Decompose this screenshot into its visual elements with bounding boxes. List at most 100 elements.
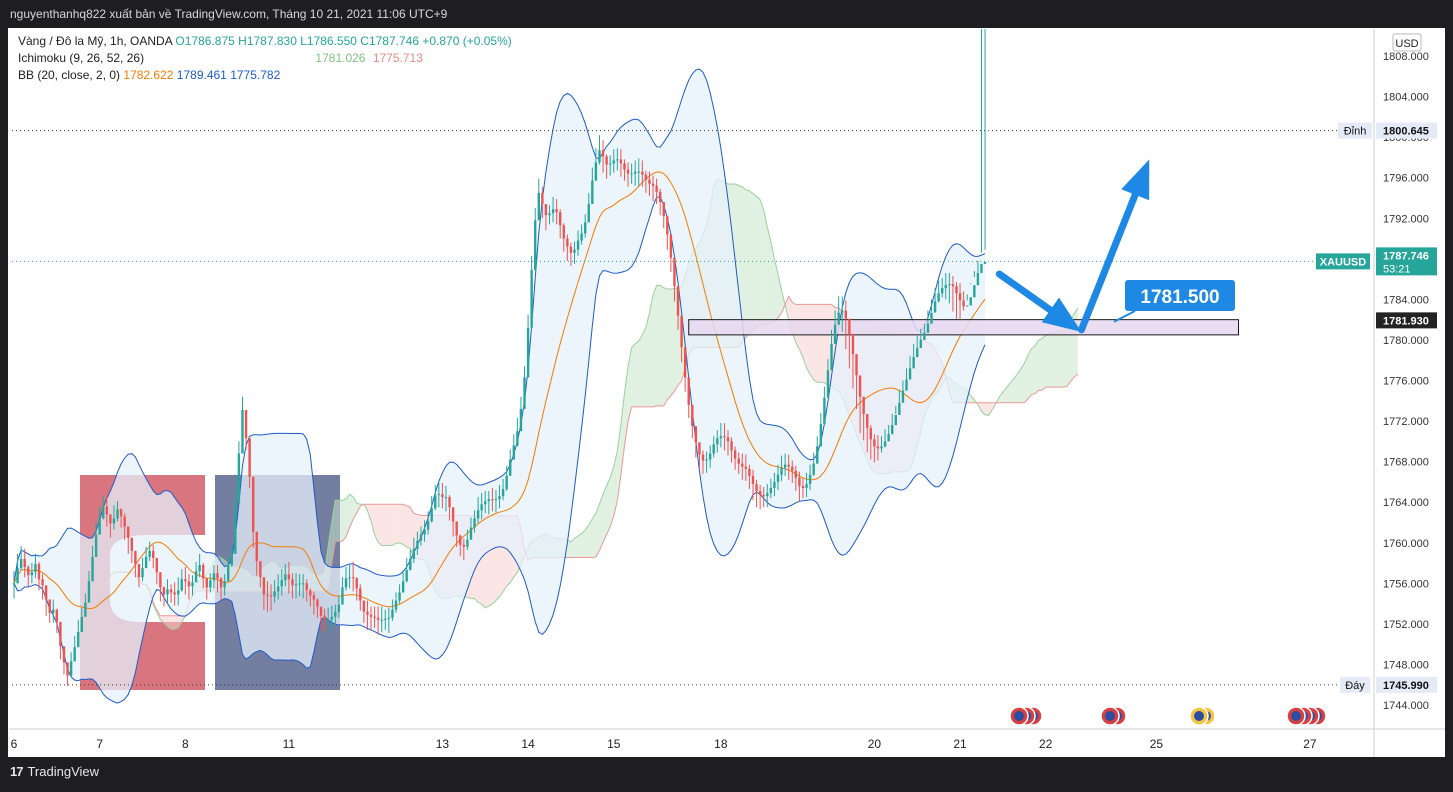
candle-body [701,454,705,461]
ichimoku-cloud-segment [660,285,664,406]
candle-body [369,614,373,617]
candle-body [209,580,212,588]
candle-body [898,402,901,415]
annotation-label: 1781.500 [1140,287,1219,308]
candle-body [733,450,737,459]
candle-body [566,238,569,247]
publisher-text: nguyenthanhq822 xuất bản về TradingView.… [10,7,448,21]
bb-basis-line [13,171,986,610]
candle-body [783,464,787,468]
candle-body [355,578,358,589]
candle-body [184,579,187,582]
candle-body [105,506,109,515]
candle-body [202,565,205,579]
candle-body [62,646,66,663]
last-price-badge-bg [1376,247,1437,276]
ichimoku-cloud-segment [785,296,789,321]
ichimoku-cloud-segment [367,504,371,521]
ichimoku-cloud-segment [653,285,657,407]
candle-body [587,204,590,223]
candle-body [641,171,644,175]
high-label-bg [1338,122,1372,139]
ichimoku-cloud-segment [574,535,579,558]
candle-body [491,499,494,501]
legend-ichimoku-label: Ichimoku (9, 26, 52, 26) [18,51,145,65]
candle-body [23,558,26,568]
candle-body [466,539,469,547]
candle-body [555,209,558,213]
ichimoku-cloud-segment [656,285,661,406]
candle-body [691,404,694,427]
ichimoku-cloud-segment [592,513,596,558]
candle-body [316,599,319,607]
candle-body [805,483,808,488]
ichimoku-cloud-segment [381,504,386,546]
tradingview-logo[interactable]: 17 TradingView [10,764,99,779]
ichimoku-cloud-segment [606,477,611,535]
candle-body [858,375,862,397]
ichimoku-cloud-segment [1056,331,1061,388]
candle-body [612,160,615,164]
ichimoku-cloud-segment [645,312,650,407]
ichimoku-cloud-segment [1042,335,1046,391]
candle-body [59,621,62,647]
candle-body [534,220,537,270]
candle-body [694,426,698,443]
y-tick-label: 1796.000 [1383,173,1429,185]
ichimoku-cloud-segment [1074,308,1078,377]
candle-body [769,487,773,494]
candle-body [633,171,637,174]
candle-body [880,446,883,449]
candle-body [887,434,890,442]
candle-body [948,284,951,286]
y-tick-label: 1780.000 [1383,335,1429,347]
candle-body [548,213,551,216]
candle-body [580,233,583,241]
candle-body [459,535,462,545]
candle-body [573,249,576,253]
footer-bar [0,757,1453,792]
ichimoku-cloud-segment [399,504,404,545]
candle-body [644,174,648,180]
candle-body [516,431,519,446]
candle-body [405,570,408,582]
candle-body [30,572,34,576]
candle-body [630,173,633,175]
countdown-text: 53:21 [1383,263,1411,275]
candle-body [323,615,326,620]
ichimoku-cloud-segment [745,190,750,338]
candle-body [766,493,769,497]
candle-body [637,171,640,173]
candle-body [348,577,351,579]
candle-body [287,574,291,580]
candle-body [223,581,226,588]
candle-body [983,261,987,264]
candle-body [280,580,283,587]
high-badge-text: 1800.645 [1383,126,1429,138]
candle-body [380,619,383,621]
candle-body [594,162,598,181]
y-tick-label: 1744.000 [1383,700,1429,712]
candle-body [598,150,601,163]
ichimoku-cloud-segment [378,504,382,546]
last-price-badge-text: 1787.746 [1383,250,1429,262]
candle-body [344,578,348,588]
ichimoku-cloud-segment [160,615,164,623]
candle-body [708,453,712,460]
currency-label: USD [1395,38,1418,50]
candle-body [716,438,719,445]
candle-body [823,397,826,425]
x-tick-label: 22 [1039,737,1053,751]
ichimoku-cloud-segment [385,504,389,546]
candle-body [416,540,419,549]
candle-body [476,510,480,519]
ichimoku-cloud-segment [403,504,407,548]
candle-body [901,390,905,403]
ichimoku-cloud-segment [1045,333,1050,388]
ichimoku-cloud-segment [631,343,636,407]
candle-body [926,323,930,333]
legend-open: O1786.875 [175,34,235,48]
legend-ichimoku-v2: 1775.713 [372,51,423,65]
candle-body [723,436,726,438]
